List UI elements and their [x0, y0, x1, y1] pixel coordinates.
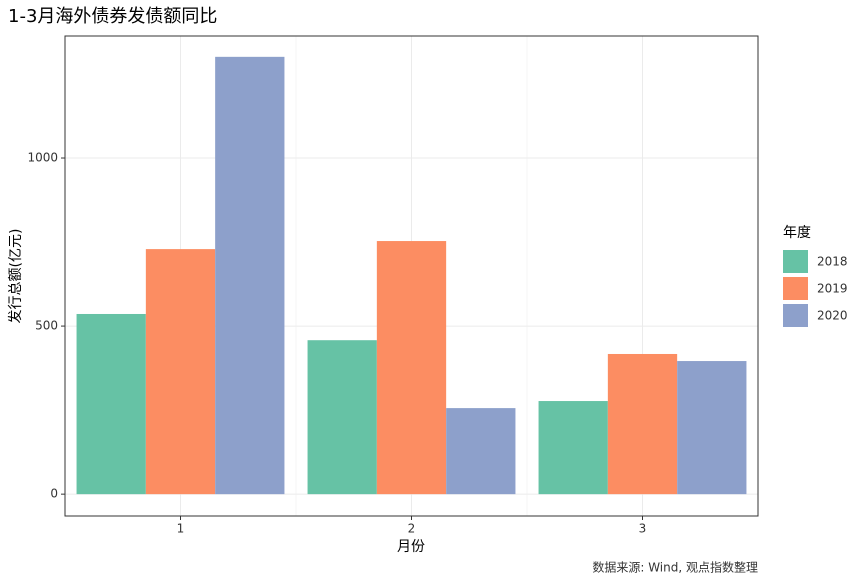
panel-border — [64, 35, 759, 517]
legend-title: 年度 — [783, 225, 811, 241]
bar — [538, 401, 608, 495]
y-tick-label: 1000 — [27, 151, 58, 165]
legend-swatch — [783, 277, 808, 300]
chart-title: 1-3月海外债券发债额同比 — [8, 6, 217, 27]
x-axis-title: 月份 — [397, 539, 425, 555]
bar — [76, 313, 146, 495]
legend-swatch — [783, 250, 808, 273]
x-tick-label: 2 — [408, 522, 416, 536]
caption: 数据来源: Wind, 观点指数整理 — [592, 560, 758, 575]
bar — [677, 361, 747, 495]
bar — [145, 249, 216, 495]
bar — [446, 408, 516, 495]
legend-label: 2019 — [817, 282, 848, 296]
bar — [215, 56, 285, 495]
bar — [607, 353, 678, 495]
x-tick-label: 1 — [177, 522, 185, 536]
y-tick-label: 0 — [50, 487, 58, 501]
y-tick-label: 500 — [35, 319, 58, 333]
legend-label: 2018 — [817, 255, 848, 269]
bar — [376, 241, 447, 495]
legend-label: 2020 — [817, 309, 848, 323]
legend-swatch — [783, 304, 808, 327]
y-axis-title: 发行总额(亿元) — [8, 229, 24, 324]
x-tick-label: 3 — [639, 522, 647, 536]
bar — [307, 340, 377, 495]
